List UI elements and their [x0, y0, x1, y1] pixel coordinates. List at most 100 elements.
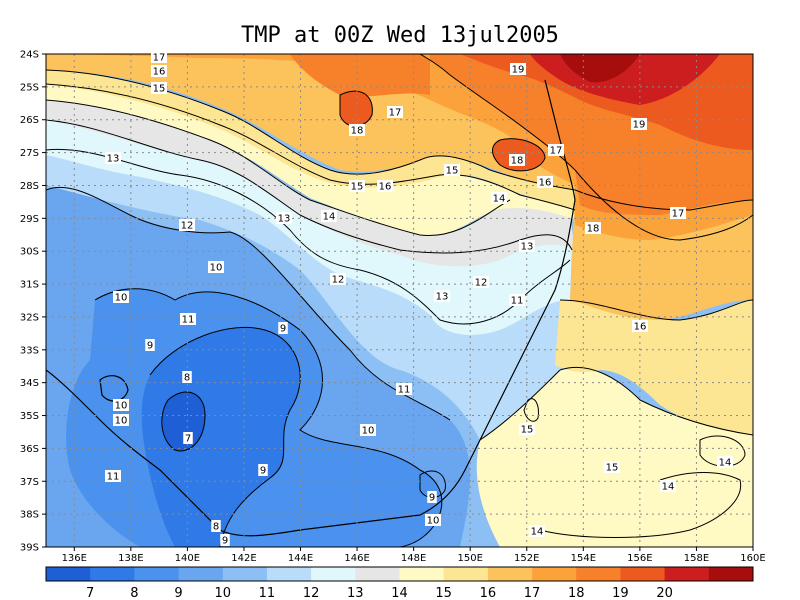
svg-text:16: 16: [379, 182, 392, 193]
svg-text:12: 12: [475, 278, 488, 289]
lat-label: 38S: [20, 510, 39, 521]
svg-text:14: 14: [493, 194, 506, 205]
contour-label: 8: [211, 520, 221, 533]
lon-label: 158E: [684, 553, 709, 564]
svg-text:13: 13: [436, 292, 449, 303]
svg-text:9: 9: [222, 536, 228, 547]
colorbar-swatch: [134, 567, 180, 581]
colorbar-label: 13: [347, 586, 364, 600]
svg-text:14: 14: [531, 527, 544, 538]
contour-label: 8: [182, 371, 192, 384]
contour-label: 17: [670, 207, 686, 220]
svg-text:14: 14: [662, 482, 675, 493]
colorbar-label: 7: [86, 586, 94, 600]
colorbar-label: 10: [214, 586, 231, 600]
latitude-labels: 24S 25S 26S 27S 28S 29S 30S 31S 32S 33S 34S 35S 36S 3…: [20, 50, 46, 554]
svg-text:9: 9: [260, 466, 266, 477]
colorbar-swatch: [46, 567, 91, 581]
svg-text:10: 10: [362, 426, 375, 437]
lon-label: 160E: [740, 553, 765, 564]
contour-label: 12: [179, 219, 195, 232]
band-15-16: [46, 84, 753, 547]
contour-label: 11: [180, 313, 196, 326]
lon-label: 144E: [288, 553, 313, 564]
colorbar-label: 18: [568, 586, 585, 600]
colorbar-swatch: [532, 567, 577, 581]
colorbar-swatch: [620, 567, 666, 581]
contour-label: 15: [151, 82, 167, 95]
contour-label: 18: [585, 222, 601, 235]
lat-label: 33S: [20, 345, 39, 356]
svg-text:11: 11: [398, 385, 411, 396]
lon-label: 138E: [118, 553, 143, 564]
contour-label: 14: [660, 480, 676, 493]
colorbar-label: 8: [130, 586, 138, 600]
contour-label: 16: [151, 65, 167, 78]
svg-text:9: 9: [429, 493, 435, 504]
lon-label: 146E: [344, 553, 369, 564]
svg-text:13: 13: [278, 214, 291, 225]
longitude-labels: 136E 138E 140E 142E 144E 146E 148E 150E 152E 154E…: [62, 547, 766, 564]
coastline: [46, 79, 576, 537]
contour-label: 18: [349, 124, 365, 137]
colorbar-label: 19: [612, 586, 629, 600]
lon-label: 136E: [62, 553, 87, 564]
colorbar-label: 9: [174, 586, 182, 600]
lon-label: 152E: [514, 553, 539, 564]
svg-text:18: 18: [351, 126, 364, 137]
svg-text:14: 14: [323, 212, 336, 223]
contour-label: 9: [258, 464, 268, 477]
colorbar-label: 11: [259, 586, 276, 600]
svg-text:10: 10: [115, 293, 128, 304]
lat-label: 26S: [20, 115, 39, 126]
contour-label: 10: [360, 424, 376, 437]
contour-label: 9: [427, 491, 437, 504]
contour-label: 16: [537, 176, 553, 189]
svg-text:15: 15: [606, 463, 619, 474]
colorbar-label: 14: [391, 586, 408, 600]
svg-text:11: 11: [511, 296, 524, 307]
lat-label: 31S: [20, 280, 39, 291]
svg-text:8: 8: [213, 522, 219, 533]
svg-text:16: 16: [539, 178, 552, 189]
svg-text:10: 10: [115, 416, 128, 427]
colorbar-swatch: [355, 567, 400, 581]
band-16-17: [46, 70, 753, 435]
contour-label: 18: [509, 154, 525, 167]
colorbar-swatch: [266, 567, 312, 581]
lat-label: 36S: [20, 444, 39, 455]
contour-label: 14: [529, 525, 545, 538]
contour-label: 15: [519, 423, 535, 436]
contour-label: 10: [113, 291, 129, 304]
contour-label: 13: [519, 240, 535, 253]
colorbar-label: 12: [303, 586, 320, 600]
svg-text:11: 11: [182, 315, 195, 326]
svg-text:16: 16: [153, 67, 166, 78]
contour-label: 11: [105, 470, 121, 483]
svg-text:9: 9: [280, 324, 286, 335]
contour-label: 15: [349, 180, 365, 193]
svg-text:13: 13: [107, 154, 120, 165]
svg-text:14: 14: [719, 458, 732, 469]
svg-text:9: 9: [147, 341, 153, 352]
lat-label: 29S: [20, 214, 39, 225]
colorbar-swatch: [90, 567, 135, 581]
svg-text:15: 15: [153, 84, 166, 95]
colorbar: 7 8 9 10 11 12 13 14 15 16 17 18 19 20: [45, 566, 754, 600]
contour-label: 9: [145, 339, 155, 352]
svg-text:17: 17: [153, 53, 166, 64]
svg-text:10: 10: [115, 401, 128, 412]
contour-label: 10: [208, 261, 224, 274]
colorbar-swatch: [487, 567, 533, 581]
contour-label: 14: [321, 210, 337, 223]
band-13-14: [46, 120, 572, 335]
svg-text:17: 17: [672, 209, 685, 220]
contour-label: 17: [387, 106, 403, 119]
colorbar-swatch: [311, 567, 356, 581]
contour-value-labels: 17 16 15 19 17 18 19 13 18 17 15 16 15 16 14 17 12 13 14 18…: [105, 51, 733, 547]
colorbar-swatch: [576, 567, 621, 581]
lat-label: 34S: [20, 378, 39, 389]
contour-label: 13: [105, 152, 121, 165]
band-14-15: [46, 100, 575, 267]
